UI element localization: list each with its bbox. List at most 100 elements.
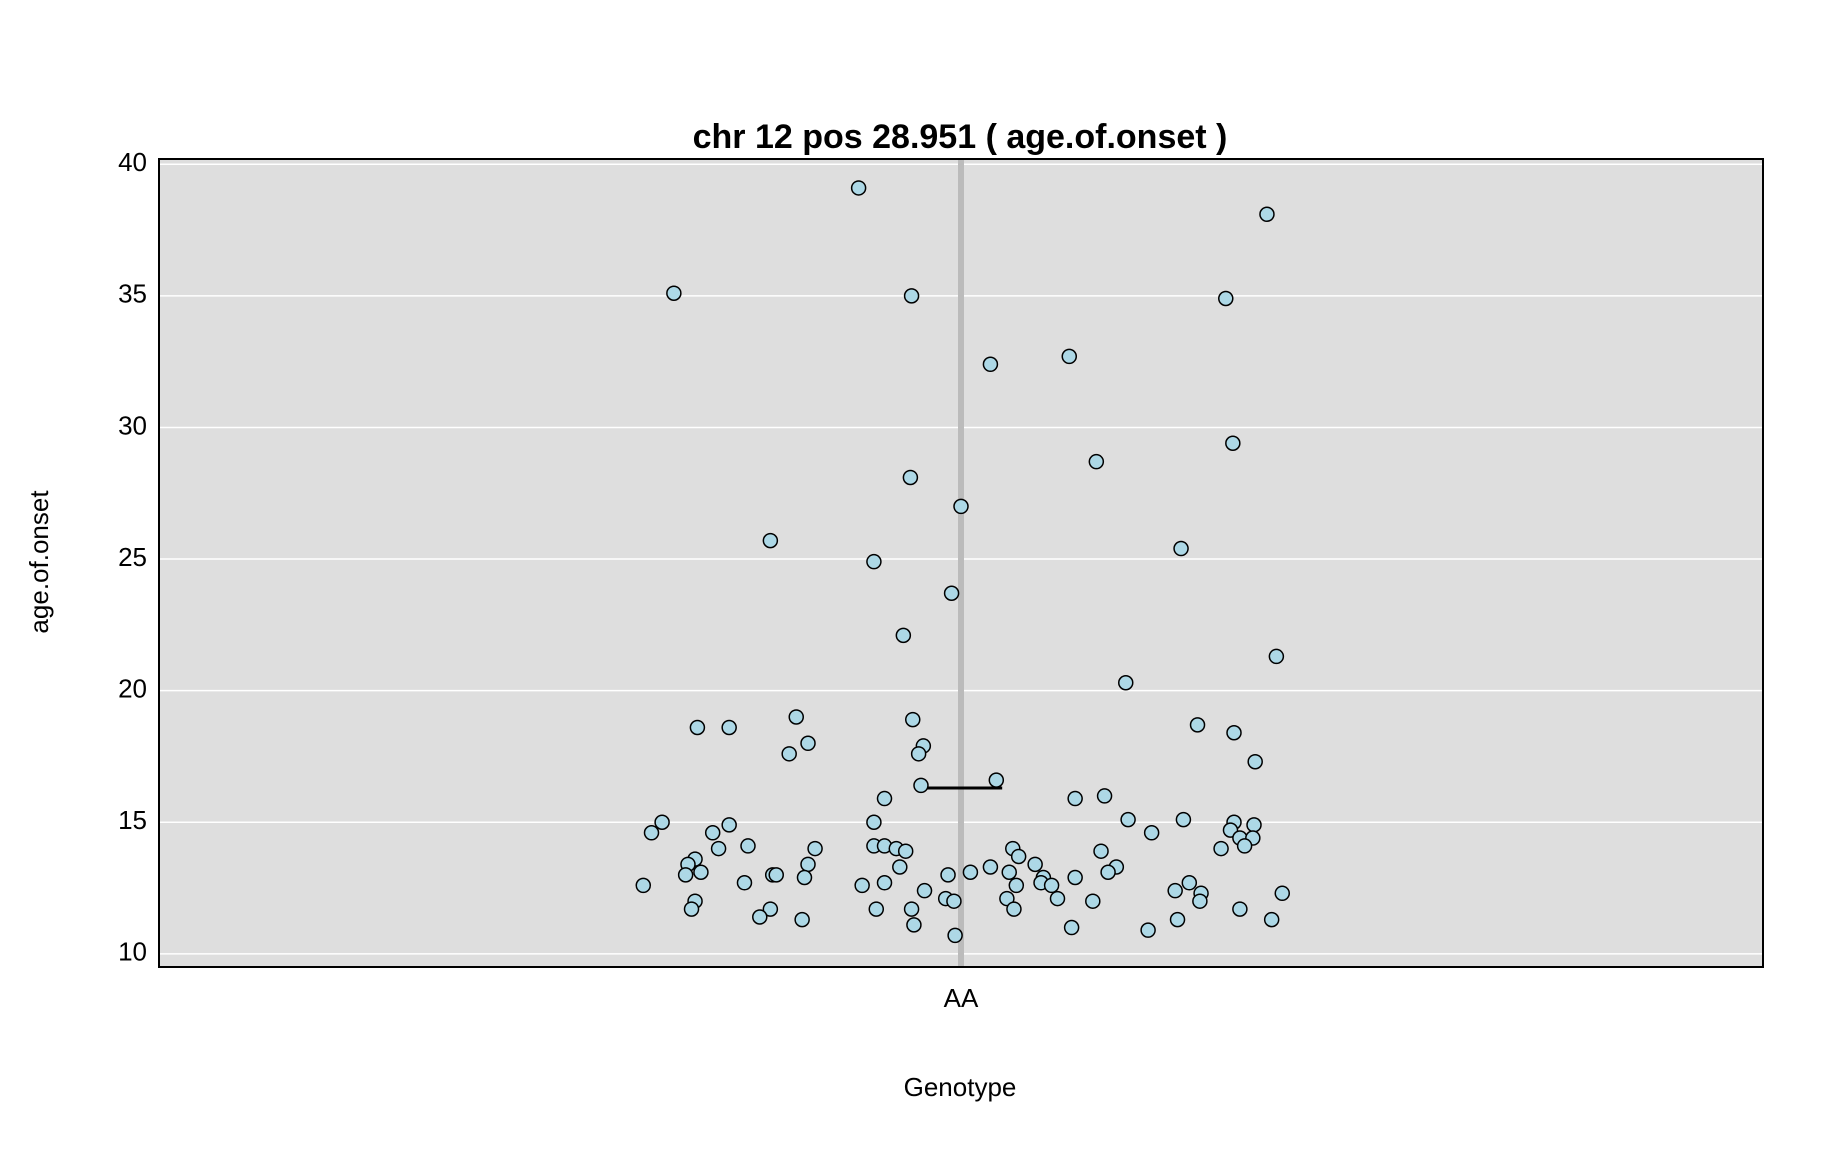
point [677, 867, 694, 883]
point [693, 864, 709, 881]
point [752, 909, 768, 925]
point [1259, 206, 1275, 223]
point [704, 825, 721, 841]
point [1226, 725, 1242, 741]
point [635, 877, 652, 894]
point [1006, 901, 1022, 917]
point [962, 864, 979, 881]
y-tick-label: 35 [118, 279, 147, 309]
point [903, 288, 920, 304]
point [1096, 788, 1113, 804]
point [1063, 919, 1080, 936]
point [1027, 856, 1043, 873]
point [1061, 348, 1078, 365]
point [740, 838, 756, 854]
point [788, 709, 805, 725]
point [1088, 453, 1105, 470]
point [982, 859, 999, 875]
point [906, 917, 922, 933]
y-tick-label: 30 [118, 410, 147, 440]
point [897, 843, 914, 859]
point [1192, 893, 1208, 909]
y-tick-label: 20 [118, 674, 147, 704]
point [1218, 290, 1234, 307]
chart-title: chr 12 pos 28.951 ( age.of.onset ) [693, 118, 1228, 156]
point [1236, 838, 1253, 854]
point [1008, 877, 1025, 894]
point [1143, 825, 1160, 841]
point [800, 856, 816, 873]
point [736, 875, 753, 891]
point [868, 901, 885, 917]
point [1117, 675, 1134, 691]
point [910, 746, 927, 762]
point [895, 627, 912, 644]
point [710, 840, 727, 857]
point [1140, 922, 1156, 938]
point [1173, 540, 1189, 557]
point [643, 825, 660, 841]
y-tick-label: 40 [118, 147, 147, 177]
point [794, 911, 810, 928]
point [796, 869, 813, 886]
x-tick-label: AA [944, 983, 979, 1013]
point [689, 719, 706, 736]
point [1120, 811, 1136, 828]
point [1175, 811, 1192, 828]
point [866, 814, 882, 830]
point [800, 735, 816, 752]
point [1067, 869, 1083, 886]
y-tick-label: 10 [118, 937, 147, 967]
point [666, 285, 682, 301]
point [1268, 648, 1285, 665]
point [943, 585, 960, 602]
point [721, 719, 737, 736]
point [1274, 885, 1291, 902]
point [1093, 843, 1109, 859]
point [1247, 753, 1263, 770]
point [654, 814, 670, 830]
x-axis-title: Genotype [904, 1072, 1017, 1102]
point [1043, 877, 1060, 894]
point [947, 927, 963, 944]
point [721, 817, 737, 833]
point [1181, 875, 1198, 891]
point [1189, 717, 1206, 733]
point [876, 790, 893, 807]
y-tick-label: 25 [118, 542, 147, 572]
point [913, 777, 929, 794]
point [1010, 848, 1027, 865]
plot-frame [158, 158, 1764, 968]
point [866, 553, 882, 570]
point [903, 901, 920, 917]
point [876, 875, 893, 891]
point [982, 356, 999, 373]
point [1225, 435, 1241, 451]
point [1067, 790, 1083, 807]
point [905, 711, 921, 728]
point [1246, 817, 1262, 833]
point [1085, 893, 1101, 909]
point [854, 877, 870, 894]
point [953, 498, 969, 515]
point [946, 893, 962, 909]
point [762, 532, 779, 549]
point [807, 840, 823, 857]
point [1167, 882, 1183, 899]
point [1232, 901, 1248, 917]
point [988, 772, 1005, 788]
point [1100, 864, 1116, 881]
point [1213, 840, 1229, 857]
point [892, 859, 908, 875]
point [1169, 911, 1186, 928]
point [1263, 911, 1280, 928]
point [762, 901, 779, 917]
point [768, 867, 784, 883]
point [902, 469, 919, 486]
point [850, 180, 867, 196]
point [916, 882, 933, 899]
point [1049, 890, 1066, 907]
point [999, 890, 1015, 907]
